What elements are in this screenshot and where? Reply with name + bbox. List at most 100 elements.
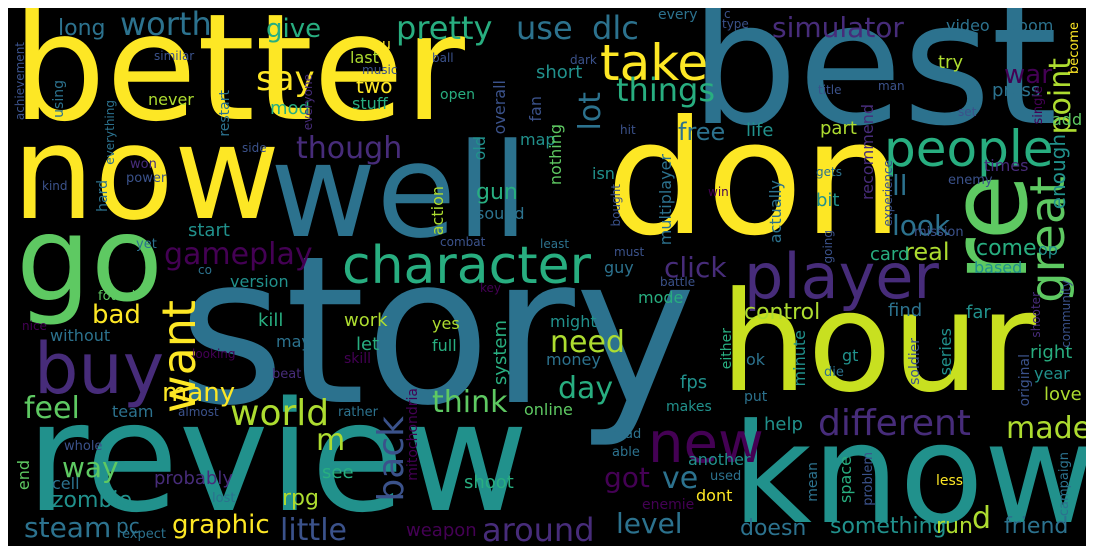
- word-either: either: [719, 328, 735, 370]
- word-least: least: [540, 237, 570, 251]
- word-space: space: [836, 456, 855, 503]
- word-rpg: rpg: [282, 486, 319, 511]
- word-card: card: [870, 244, 910, 265]
- word-man: man: [878, 79, 905, 93]
- word-real: real: [904, 238, 950, 266]
- word-open: open: [440, 87, 475, 103]
- word-bad: bad: [92, 300, 141, 330]
- wordcloud-canvas: story better best review don now well ho…: [8, 8, 1086, 546]
- word-lost: lost: [212, 491, 236, 506]
- word-almost: almost: [178, 405, 219, 419]
- word-gameplay: gameplay: [164, 237, 313, 272]
- word-action: action: [428, 186, 447, 236]
- word-must: must: [614, 245, 645, 259]
- word-part: part: [820, 118, 857, 139]
- word-co: co: [198, 263, 212, 277]
- word-new: new: [648, 411, 764, 476]
- word-based: based: [974, 258, 1023, 277]
- word-different: different: [818, 403, 971, 444]
- word-enough: enough: [1046, 134, 1070, 210]
- word-two: two: [356, 74, 393, 98]
- word-times: times: [984, 156, 1029, 175]
- word-cell: cell: [52, 474, 80, 493]
- word-love: love: [1044, 384, 1082, 405]
- word-nice: nice: [22, 319, 47, 333]
- word-set: set: [958, 105, 977, 119]
- word-mitochondria: mitochondria: [405, 388, 421, 481]
- word-beat: beat: [272, 367, 302, 382]
- word-use: use: [516, 9, 573, 47]
- word-take: take: [600, 34, 709, 92]
- word-fps: fps: [680, 372, 708, 393]
- word-short: short: [536, 62, 583, 83]
- word-series: series: [936, 328, 955, 376]
- word-give: give: [266, 14, 322, 44]
- word-end: end: [14, 460, 33, 491]
- word-things: things: [616, 71, 715, 109]
- word-find: find: [888, 300, 923, 321]
- word-achievement: achievement: [13, 42, 27, 121]
- word-say: say: [256, 59, 315, 99]
- word-steam: steam: [24, 511, 112, 544]
- word-review: review: [26, 369, 529, 546]
- word-buy: buy: [34, 328, 165, 410]
- word-war: war: [1004, 60, 1052, 90]
- word-enemy: enemy: [948, 173, 993, 188]
- word-sound: sound: [476, 204, 525, 223]
- word-friend: friend: [1004, 514, 1069, 539]
- word-think: think: [432, 385, 508, 420]
- word-rather: rather: [338, 405, 378, 420]
- word-shoot: shoot: [464, 472, 514, 493]
- word-doesn: doesn: [740, 516, 807, 541]
- word-know: know: [732, 394, 1086, 546]
- word-map: map: [520, 130, 556, 149]
- word-every: every: [658, 8, 698, 23]
- word-day: day: [558, 371, 614, 406]
- word-press: press: [992, 80, 1041, 101]
- word-start: start: [188, 220, 230, 241]
- word-player: player: [744, 240, 939, 313]
- word-yet: yet: [136, 237, 157, 252]
- word-whole: whole: [64, 439, 103, 454]
- word-go: go: [16, 190, 164, 328]
- word-weapon: weapon: [406, 520, 477, 541]
- word-music: music: [362, 63, 398, 77]
- word-mode: mode: [638, 288, 684, 307]
- word-around: around: [482, 511, 595, 546]
- word-video: video: [946, 16, 990, 35]
- word-enemie: enemie: [642, 497, 695, 513]
- word-life: life: [746, 120, 774, 141]
- word-multiplayer: multiplayer: [656, 154, 675, 246]
- word-single: single: [1031, 86, 1046, 125]
- word-made: made: [1006, 411, 1086, 446]
- word-mission: mission: [914, 225, 964, 240]
- word-click: click: [664, 251, 727, 284]
- word-dark: dark: [570, 53, 597, 67]
- word-zombie: zombie: [52, 488, 133, 513]
- word-many: many: [162, 378, 236, 408]
- word-doom: doom: [1008, 16, 1054, 35]
- word-u: u: [382, 37, 391, 53]
- word-story: story: [178, 213, 697, 451]
- word-worth: worth: [120, 8, 212, 43]
- word-put: put: [744, 389, 768, 405]
- word-now: now: [12, 97, 281, 249]
- word-type: type: [722, 17, 749, 31]
- word-original: original: [1017, 354, 1033, 407]
- word-minute: minute: [790, 330, 809, 387]
- word-help: help: [764, 414, 803, 435]
- word-makes: makes: [666, 399, 712, 415]
- word-level: level: [616, 507, 683, 540]
- word-dlc: dlc: [592, 9, 639, 47]
- word-best: best: [690, 8, 1058, 164]
- word-don: don: [606, 87, 904, 271]
- word-overall: overall: [490, 80, 509, 135]
- word-pc: pc: [116, 514, 140, 538]
- word-run: run: [936, 514, 973, 539]
- word-world: world: [230, 393, 330, 434]
- word-die: die: [824, 365, 844, 380]
- word-come: come: [976, 236, 1037, 261]
- word-expect: expect: [122, 527, 166, 542]
- word-everyone: everyone: [301, 74, 315, 131]
